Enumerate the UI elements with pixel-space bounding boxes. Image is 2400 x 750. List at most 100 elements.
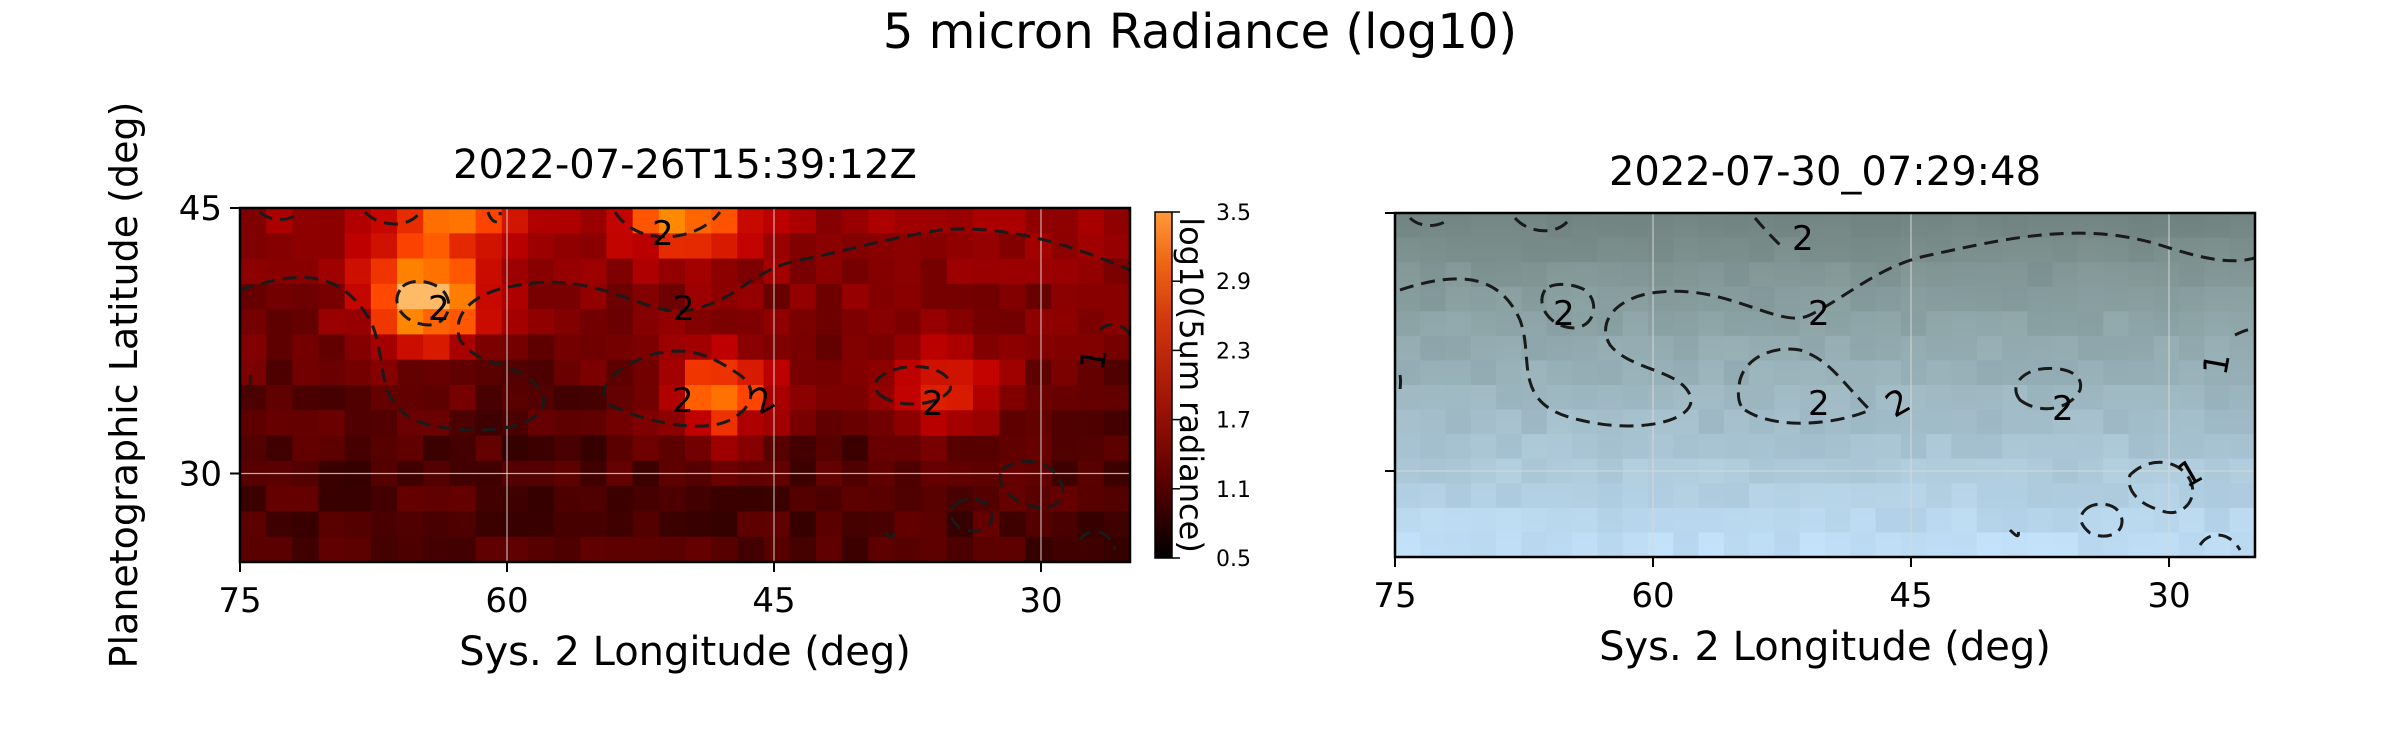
heatmap-cell [1103, 258, 1130, 285]
heatmap-cell [1025, 410, 1053, 437]
heatmap-cell [370, 258, 398, 285]
heatmap-cell [1103, 359, 1130, 386]
heatmap-cell [449, 258, 477, 285]
heatmap-cell [240, 385, 267, 411]
heatmap-cell [711, 309, 738, 336]
heatmap-cell [1103, 283, 1130, 310]
heatmap-cell [501, 435, 529, 462]
heatmap-cell [737, 536, 765, 562]
heatmap-cell [397, 233, 424, 260]
contour-label: 2 [1792, 219, 1814, 259]
heatmap-cell [685, 536, 712, 562]
heatmap-cell [449, 511, 477, 538]
contour-label: 2 [1553, 294, 1575, 334]
heatmap-cell [527, 410, 555, 437]
heatmap-cell [554, 208, 581, 234]
heatmap-cell [685, 435, 712, 462]
heatmap-cell [475, 536, 503, 562]
heatmap-cell [292, 359, 320, 386]
heatmap-cell [606, 385, 634, 411]
heatmap-cell [632, 511, 660, 538]
heatmap-cell [632, 385, 660, 411]
heatmap-cell [763, 536, 791, 562]
heatmap-cell [999, 283, 1026, 310]
heatmap-cell [972, 258, 1000, 285]
heatmap-cell [894, 359, 922, 386]
heatmap-cell [501, 536, 529, 562]
heatmap-cell [868, 486, 896, 513]
colorbar-gradient [1154, 211, 1173, 559]
heatmap-cell [397, 334, 424, 361]
contour-line [1399, 231, 2255, 428]
colorbar-label: log10(5um radiance) [1172, 217, 1210, 553]
contour-line [258, 210, 302, 221]
heatmap-cell [1051, 309, 1079, 336]
heatmap-cell [240, 359, 267, 386]
colorbar-tick-label: 0.5 [1216, 547, 1251, 572]
heatmap-cell [554, 385, 581, 411]
heatmap-cell [1051, 486, 1079, 513]
heatmap-cell [318, 536, 346, 562]
heatmap-cell [815, 359, 843, 386]
contour-label: 2 [652, 214, 674, 254]
heatmap-cell [397, 258, 424, 285]
heatmap-cell [842, 486, 869, 513]
heatmap-cell [1025, 511, 1053, 538]
heatmap-cell [842, 385, 869, 411]
heatmap-cell [501, 359, 529, 386]
heatmap-cell [1025, 385, 1053, 411]
x-tick-label: 45 [752, 581, 795, 621]
heatmap-cell [423, 435, 451, 462]
heatmap-cell [685, 486, 712, 513]
heatmap-cell [344, 410, 372, 437]
heatmap-cell [815, 385, 843, 411]
contour-line [1753, 217, 1782, 247]
heatmap-cell [868, 536, 896, 562]
heatmap-cell [763, 208, 791, 234]
heatmap-cell [763, 435, 791, 462]
heatmap-cell [868, 283, 896, 310]
heatmap-cell [894, 258, 922, 285]
heatmap-cell [789, 334, 817, 361]
heatmap-cell [999, 309, 1026, 336]
heatmap-cell [554, 233, 581, 260]
contour-label: 2 [2052, 389, 2074, 429]
left-contours [240, 210, 1130, 551]
heatmap-cell [1051, 283, 1079, 310]
heatmap-cell [999, 258, 1026, 285]
heatmap-cell [842, 536, 869, 562]
heatmap-cell [763, 233, 791, 260]
heatmap-cell [1051, 435, 1079, 462]
colorbar-tick-label: 1.1 [1216, 478, 1251, 503]
contour-line [248, 374, 254, 396]
heatmap-cell [580, 309, 608, 336]
heatmap-cell [240, 309, 267, 336]
heatmap-cell [946, 536, 974, 562]
heatmap-cell [789, 258, 817, 285]
heatmap-cell [842, 435, 869, 462]
heatmap-cell [1025, 208, 1053, 234]
heatmap-cell [1077, 410, 1105, 437]
heatmap-cell [292, 435, 320, 462]
heatmap-cell [1051, 410, 1079, 437]
heatmap-cell [842, 359, 869, 386]
heatmap-cell [449, 208, 477, 234]
heatmap-cell [292, 334, 320, 361]
heatmap-cell [370, 410, 398, 437]
heatmap-cell [920, 258, 948, 285]
heatmap-cell [397, 385, 424, 411]
heatmap-cell [1077, 258, 1105, 285]
contour-line [1398, 374, 1404, 396]
heatmap-cell [292, 208, 320, 234]
heatmap-cell [527, 334, 555, 361]
contour-label: 2 [922, 384, 944, 424]
heatmap-cell [449, 435, 477, 462]
contour-line [363, 210, 422, 226]
heatmap-cell [292, 486, 320, 513]
heatmap-cell [737, 309, 765, 336]
heatmap-cell [292, 410, 320, 437]
heatmap-cell [685, 359, 712, 386]
colorbar-tick-label: 2.9 [1216, 270, 1251, 295]
heatmap-cell [423, 258, 451, 285]
heatmap-cell [685, 511, 712, 538]
